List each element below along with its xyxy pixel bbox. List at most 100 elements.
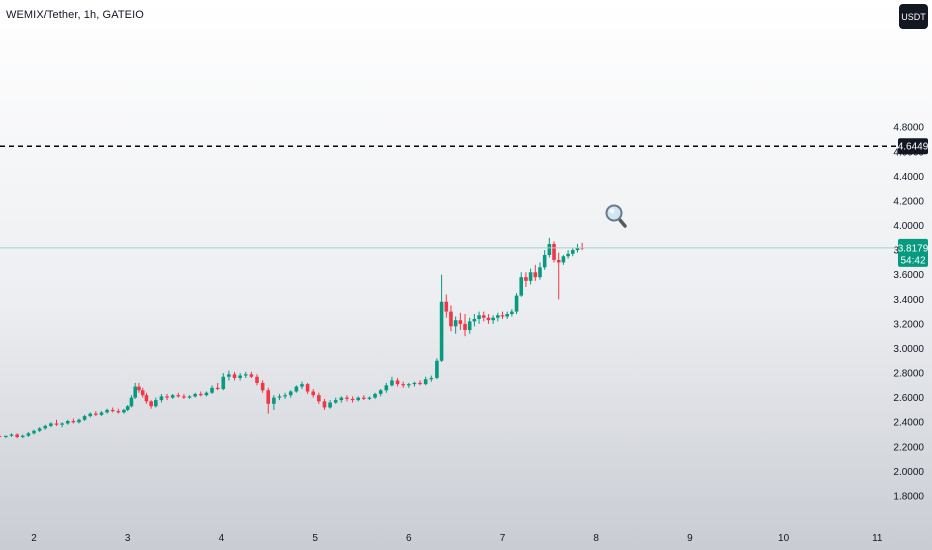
magnifier-icon[interactable] (605, 204, 627, 228)
y-tick-label: 3.2000 (893, 319, 924, 330)
candle (137, 382, 141, 393)
candle (198, 391, 203, 397)
candle (556, 252, 561, 300)
candle (94, 411, 98, 417)
current-price-value: 3.8179 (898, 243, 929, 254)
candle (486, 314, 491, 324)
candle (528, 268, 533, 285)
candle (37, 427, 42, 433)
candle (170, 393, 175, 399)
x-tick-label: 11 (872, 533, 883, 544)
candle (204, 391, 209, 397)
y-tick-label: 2.8000 (893, 369, 924, 380)
candle (210, 385, 214, 394)
candle (54, 419, 59, 426)
candle (458, 312, 463, 331)
candle (570, 247, 575, 257)
candle (260, 380, 265, 393)
candle (221, 373, 226, 391)
y-tick-label: 2.0000 (893, 467, 924, 478)
candle (60, 422, 64, 428)
candle (496, 312, 500, 322)
candle (322, 398, 327, 410)
candle (491, 315, 495, 324)
dashed-line-price-label: 4.6449 (898, 138, 929, 155)
candle (407, 382, 411, 388)
candle (333, 397, 338, 404)
y-tick-label: 4.2000 (893, 196, 924, 207)
candle (378, 389, 383, 397)
candle (272, 395, 276, 410)
candle (500, 311, 505, 319)
candle (418, 380, 422, 386)
candle (255, 374, 259, 386)
candle (32, 429, 36, 435)
candle (149, 400, 153, 409)
candle (524, 272, 528, 287)
candle (356, 396, 361, 402)
candle (435, 358, 439, 380)
candle (125, 405, 130, 412)
candle (467, 317, 472, 334)
y-tick-label: 3.6000 (893, 270, 924, 281)
candle (176, 392, 181, 398)
candle (243, 371, 248, 378)
y-tick-label: 3.4000 (893, 295, 924, 306)
x-tick-label: 10 (778, 533, 790, 544)
candle (300, 381, 304, 390)
candle (477, 311, 481, 324)
currency-button[interactable]: USDT (899, 4, 928, 29)
x-tick-label: 2 (31, 533, 37, 544)
candle (122, 408, 126, 414)
candle (317, 392, 321, 404)
candle (463, 314, 467, 337)
candle (481, 311, 486, 322)
candle (193, 392, 197, 398)
x-tick-label: 6 (406, 533, 412, 544)
candle (350, 396, 355, 403)
candle (412, 381, 417, 387)
x-tick-label: 3 (125, 533, 131, 544)
candle (227, 370, 231, 381)
y-tick-label: 2.2000 (893, 442, 924, 453)
candle (538, 262, 542, 280)
candle (129, 395, 134, 408)
y-tick-label: 2.4000 (893, 418, 924, 429)
candle (423, 376, 428, 386)
candle (328, 400, 332, 409)
candle (249, 371, 254, 378)
candle (159, 393, 164, 403)
candle (154, 397, 158, 408)
y-tick-label: 4.0000 (893, 221, 924, 232)
candle (20, 434, 25, 439)
candle (533, 264, 538, 281)
candle (77, 418, 81, 424)
candle (542, 250, 547, 270)
candle (561, 255, 566, 265)
candle (105, 408, 109, 414)
y-tick-label: 4.4000 (893, 172, 924, 183)
x-tick-label: 4 (219, 533, 225, 544)
candle (390, 376, 394, 387)
candle (116, 408, 121, 414)
x-tick-label: 9 (687, 533, 693, 544)
candle (311, 389, 316, 398)
candle (401, 381, 405, 388)
candle (99, 411, 104, 417)
candle (26, 432, 31, 437)
candle (305, 382, 310, 394)
y-tick-label: 3.0000 (893, 344, 924, 355)
candle (140, 387, 145, 398)
candle (9, 433, 14, 437)
candle (444, 294, 449, 318)
candle (110, 407, 115, 413)
candle (294, 385, 299, 393)
candle (514, 293, 519, 315)
candle (232, 371, 237, 381)
candle (15, 433, 19, 439)
candle (4, 435, 8, 439)
candle (429, 375, 434, 382)
candle (88, 412, 93, 418)
